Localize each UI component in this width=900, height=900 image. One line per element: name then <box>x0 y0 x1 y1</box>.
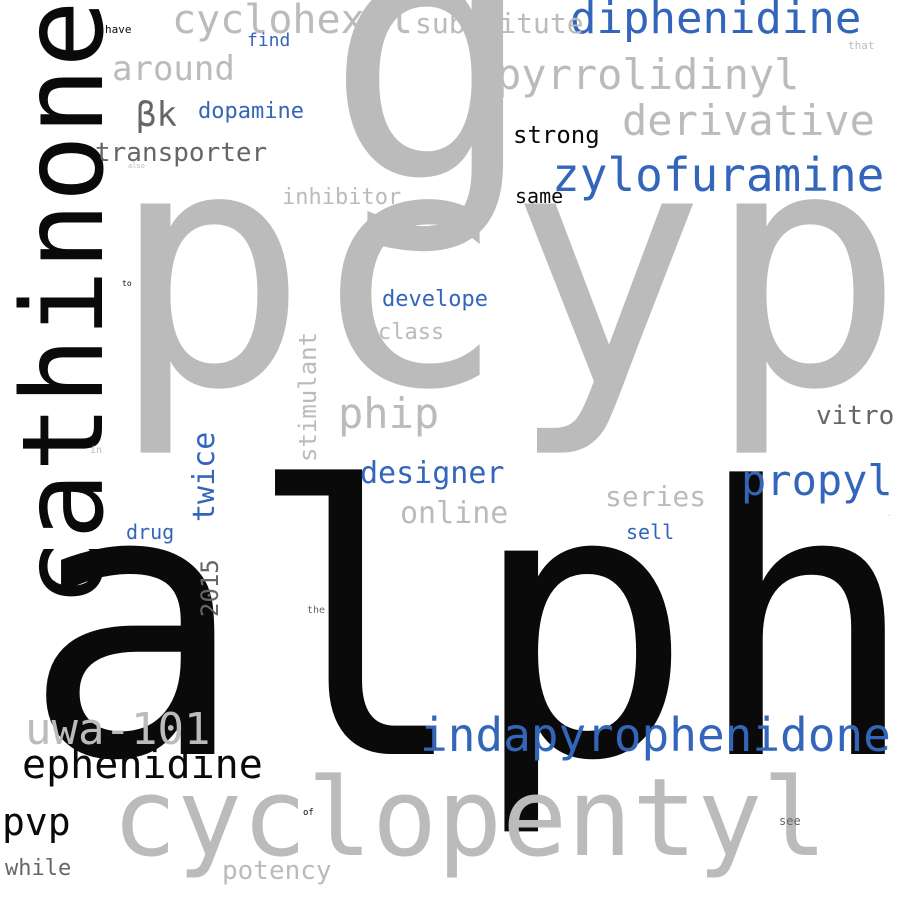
cloud-word: inhibitor <box>282 185 402 210</box>
cloud-word: diphenidine <box>570 0 862 44</box>
cloud-word: series <box>605 480 707 513</box>
cloud-word: twice <box>187 431 222 522</box>
cloud-word: around <box>112 49 235 89</box>
cloud-word: see <box>779 814 801 828</box>
cloud-word: class <box>378 320 445 345</box>
cloud-word: cathinone <box>0 0 129 607</box>
cloud-word: while <box>5 856 72 881</box>
cloud-word: pcyp <box>110 78 900 462</box>
cloud-word: also <box>128 162 145 170</box>
cloud-word: develope <box>382 287 488 312</box>
cloud-word: zylofuramine <box>552 148 885 202</box>
cloud-word: uwa-101 <box>25 704 211 755</box>
cloud-word: derivative <box>622 96 875 145</box>
cloud-word: online <box>400 496 509 531</box>
cloud-word: have <box>105 23 132 36</box>
cloud-word: alpha <box>22 409 900 842</box>
cloud-word: pyrrolidinyl <box>496 50 800 99</box>
cloud-word: find <box>247 30 291 51</box>
cloud-word: βk <box>136 95 177 135</box>
cloud-word: in <box>90 445 103 456</box>
cloud-word: 2015 <box>196 559 224 617</box>
cloud-word: transporter <box>95 138 268 168</box>
cloud-word: indapyrophenidone <box>420 708 891 762</box>
cloud-word: substitute <box>415 7 584 40</box>
cloud-word: cyclopentyl <box>112 756 828 881</box>
cloud-word: that <box>848 39 875 52</box>
cloud-word: stimulant <box>294 331 322 462</box>
cloud-word: propyl <box>741 456 893 505</box>
cloud-word: g <box>325 0 536 259</box>
cloud-word: vitro <box>816 401 895 431</box>
cloud-word: cyclohexyl <box>172 0 413 43</box>
cloud-word: dopamine <box>198 99 304 124</box>
cloud-word: same <box>515 184 564 208</box>
cloud-word: phip <box>338 389 440 438</box>
cloud-word: the <box>307 605 326 616</box>
cloud-word: of <box>303 808 314 818</box>
cloud-word: pvp <box>2 800 71 844</box>
cloud-word: sell <box>626 520 675 544</box>
cloud-word: . <box>887 509 892 518</box>
cloud-word: potency <box>222 856 332 886</box>
cloud-word: designer <box>360 456 505 491</box>
cloud-word: to <box>122 279 132 288</box>
cloud-word: strong <box>513 121 600 149</box>
cloud-word: ephenidine <box>22 742 263 788</box>
cloud-word: drug <box>126 520 175 544</box>
